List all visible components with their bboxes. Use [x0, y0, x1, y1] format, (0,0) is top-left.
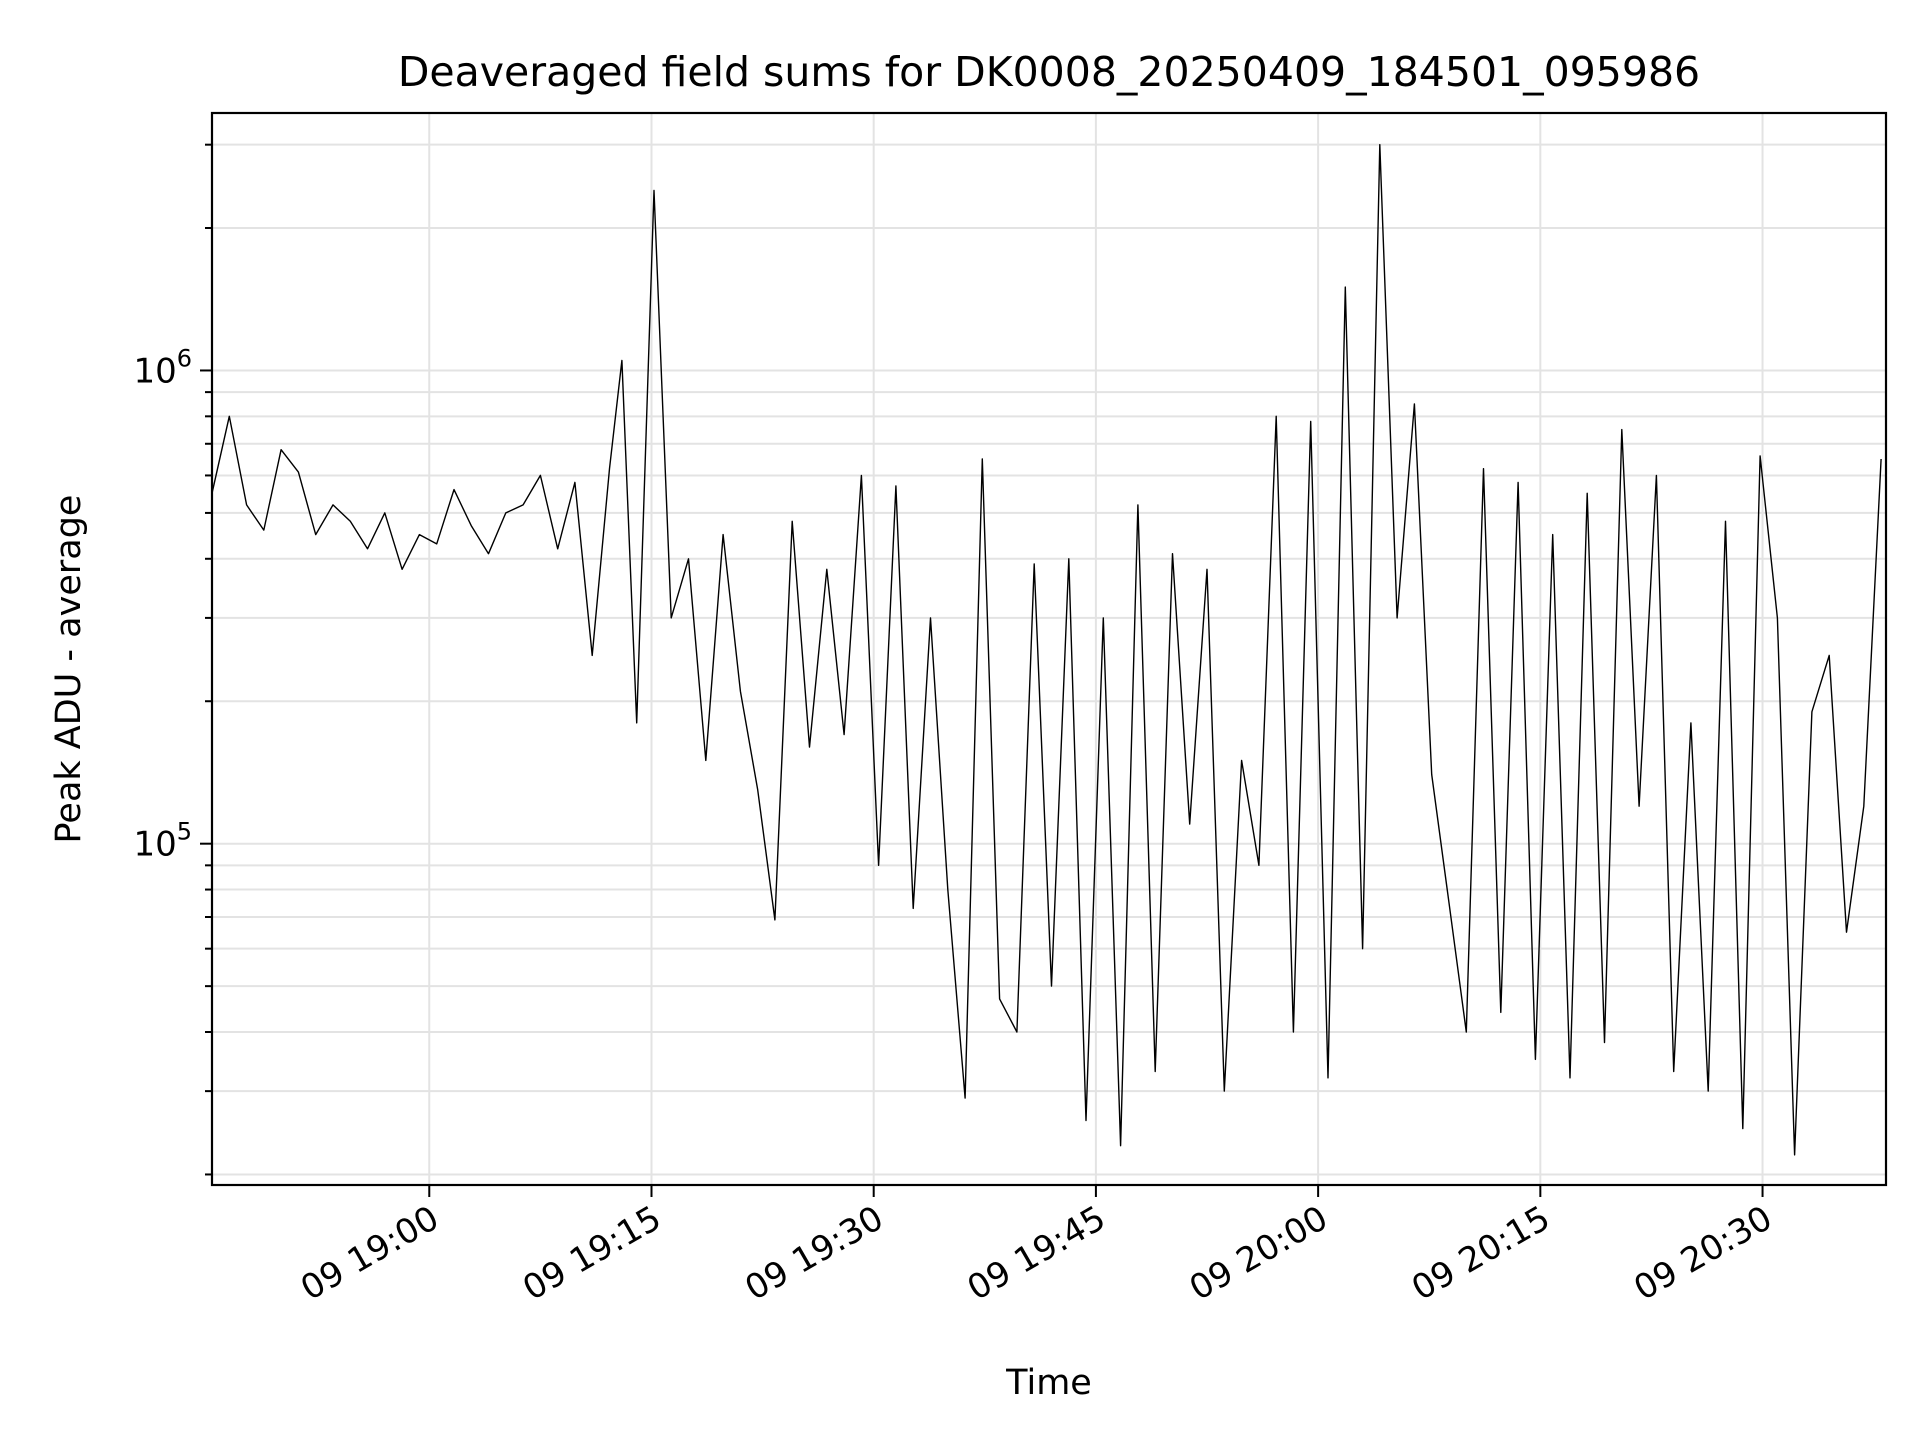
chart-title: Deaveraged field sums for DK0008_2025040…	[398, 48, 1700, 96]
x-tick-label: 09 20:15	[1405, 1198, 1557, 1309]
series-layer	[211, 143, 1882, 1156]
series-line-0	[211, 143, 1882, 1156]
x-tick-label: 09 19:45	[961, 1198, 1113, 1309]
x-tick-label: 09 19:15	[516, 1198, 668, 1309]
x-tick-label: 09 20:30	[1627, 1198, 1779, 1309]
x-axis-ticks: 09 19:00 09 19:15 09 19:30 09 19:45 09 20:00…	[294, 1185, 1779, 1309]
x-axis-label: Time	[1005, 1363, 1092, 1403]
x-tick-label: 09 19:00	[294, 1198, 446, 1309]
y-tick-label: 106	[133, 344, 192, 391]
y-axis-label: Peak ADU - average	[49, 495, 89, 844]
y-axis-ticks: 105 106	[133, 143, 212, 1176]
y-tick-label: 105	[133, 818, 192, 865]
grid	[212, 113, 1886, 1185]
x-tick-label: 09 19:30	[739, 1198, 891, 1309]
x-tick-label: 09 20:00	[1183, 1198, 1335, 1309]
plot-area-frame	[210, 111, 1888, 1187]
